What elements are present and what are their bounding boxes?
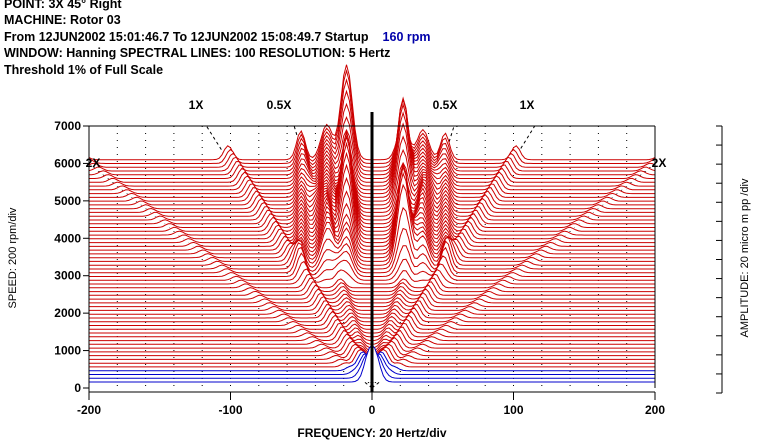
axes bbox=[83, 112, 723, 400]
y-tick-label: 1000 bbox=[54, 344, 81, 358]
x-tick-label: 200 bbox=[645, 403, 665, 417]
order-label: 2X bbox=[86, 156, 101, 170]
window-line: WINDOW: Hanning SPECTRAL LINES: 100 RESO… bbox=[4, 46, 391, 60]
y-tick-label: 5000 bbox=[54, 194, 81, 208]
y-axis-title: SPEED: 200 rpm/div bbox=[7, 207, 19, 308]
order-label: 1X bbox=[189, 98, 204, 112]
y-tick-label: 6000 bbox=[54, 156, 81, 170]
x-tick-label: 100 bbox=[503, 403, 523, 417]
machine-line: MACHINE: Rotor 03 bbox=[4, 13, 121, 27]
order-label: 1X bbox=[520, 98, 535, 112]
x-tick-label: -200 bbox=[77, 403, 101, 417]
threshold-line: Threshold 1% of Full Scale bbox=[4, 63, 164, 77]
date-range-text: From 12JUN2002 15:01:46.7 To 12JUN2002 1… bbox=[4, 30, 369, 44]
y-tick-label: 0 bbox=[74, 381, 81, 395]
x-tick-label: -100 bbox=[218, 403, 242, 417]
date-range-line: From 12JUN2002 15:01:46.7 To 12JUN2002 1… bbox=[4, 29, 431, 45]
order-label: 2X bbox=[652, 156, 667, 170]
y-tick-label: 7000 bbox=[54, 119, 81, 133]
point-line: POINT: 3X 45° Right bbox=[4, 0, 122, 11]
y-tick-label: 3000 bbox=[54, 269, 81, 283]
x-axis-title: FREQUENCY: 20 Hertz/div bbox=[297, 426, 446, 440]
amplitude-axis-title: AMPLITUDE: 20 micro m pp /div bbox=[739, 178, 751, 337]
x-tick-label: 0 bbox=[369, 403, 376, 417]
rpm-badge: 160 rpm bbox=[382, 30, 431, 44]
order-label: 0.5X bbox=[267, 98, 292, 112]
order-label: 0.5X bbox=[433, 98, 458, 112]
y-tick-label: 2000 bbox=[54, 306, 81, 320]
y-tick-label: 4000 bbox=[54, 231, 81, 245]
axis-labels: -200 -100 0 100 2000100020003000400050006000… bbox=[7, 98, 751, 440]
